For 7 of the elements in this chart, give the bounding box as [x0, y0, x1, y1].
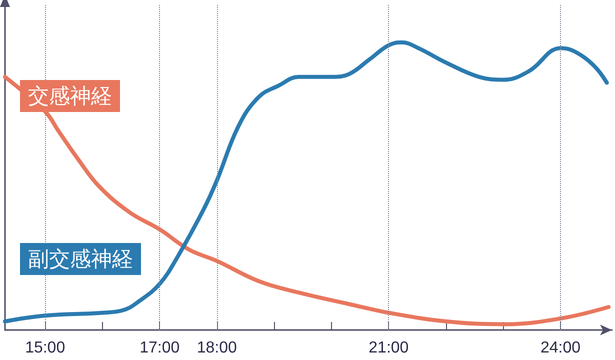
x-tick-label: 17:00: [140, 340, 180, 356]
x-tick-label: 21:00: [368, 340, 409, 356]
series-label: 交感神経: [20, 80, 120, 112]
x-tick-label: 18:00: [196, 340, 237, 356]
x-tick-label: 15:00: [25, 340, 66, 356]
series-label: 副交感神経: [20, 242, 141, 274]
x-tick-label: 24:00: [540, 340, 581, 356]
